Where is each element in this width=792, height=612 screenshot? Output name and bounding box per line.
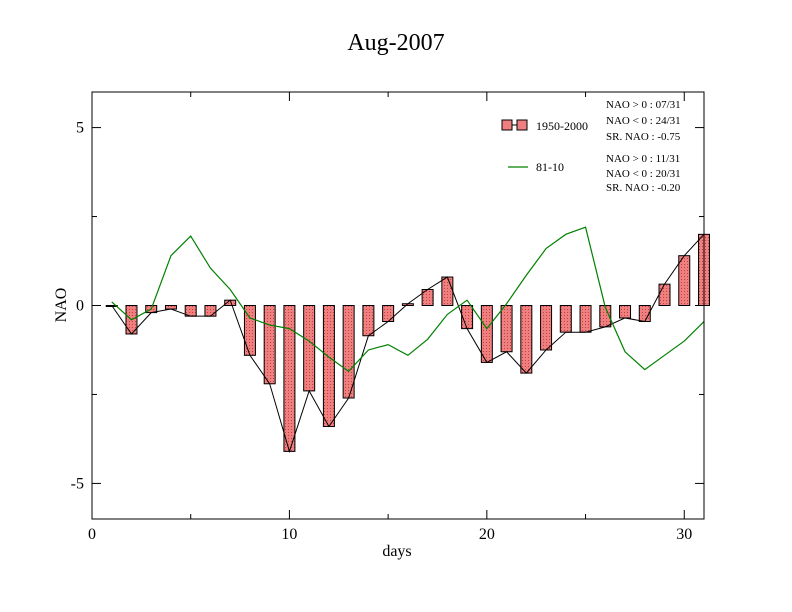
x-tick-label: 20 bbox=[479, 526, 495, 543]
legend-label-81-10: 81-10 bbox=[536, 160, 564, 174]
bar-series-connector-line bbox=[111, 233, 705, 454]
bar-connector-polyline bbox=[111, 233, 705, 454]
line-series-81-10 bbox=[111, 226, 705, 373]
x-axis-ticks: 0 10 20 30 bbox=[88, 92, 692, 543]
stat-1950-sr: SR. NAO : -0.75 bbox=[606, 131, 681, 143]
bar-day-30 bbox=[678, 255, 691, 306]
stat-1950-positive: NAO > 0 : 07/31 bbox=[606, 99, 681, 111]
bar-day-23 bbox=[540, 305, 553, 351]
bar-day-9 bbox=[263, 305, 276, 385]
bar-day-11 bbox=[303, 305, 316, 392]
x-tick-label: 0 bbox=[88, 526, 96, 543]
legend-swatch-bar-left bbox=[501, 119, 513, 131]
bar-day-19 bbox=[461, 305, 474, 330]
y-tick-label: 5 bbox=[76, 120, 84, 137]
bar-day-29 bbox=[658, 283, 671, 306]
bar-day-6 bbox=[204, 305, 217, 317]
stat-8110-negative: NAO < 0 : 20/31 bbox=[606, 168, 681, 180]
line-81-10-polyline bbox=[111, 226, 705, 373]
legend: 1950-2000 81-10 NAO > 0 : 07/31 NAO < 0 … bbox=[501, 99, 681, 194]
x-tick-label: 10 bbox=[281, 526, 297, 543]
bar-day-12 bbox=[322, 305, 335, 427]
legend-label-1950-2000: 1950-2000 bbox=[536, 119, 588, 133]
bar-day-27 bbox=[619, 305, 632, 319]
bar-series-1950-2000 bbox=[105, 233, 710, 452]
bar-day-24 bbox=[559, 305, 572, 333]
y-tick-label: 0 bbox=[76, 298, 84, 315]
bar-day-4 bbox=[164, 305, 177, 310]
y-tick-label: -5 bbox=[71, 475, 84, 492]
bar-day-25 bbox=[579, 305, 592, 333]
bar-day-22 bbox=[520, 305, 533, 374]
bar-day-21 bbox=[500, 305, 513, 353]
stat-8110-sr: SR. NAO : -0.20 bbox=[606, 182, 681, 194]
y-axis-ticks: 5 0 -5 bbox=[71, 120, 704, 492]
bar-day-13 bbox=[342, 305, 355, 399]
legend-swatch-bar-right bbox=[516, 119, 528, 131]
bar-day-18 bbox=[441, 276, 454, 306]
x-axis-label: days bbox=[382, 543, 411, 560]
bar-day-14 bbox=[362, 305, 375, 337]
stat-8110-positive: NAO > 0 : 11/31 bbox=[606, 153, 680, 165]
stat-1950-negative: NAO < 0 : 24/31 bbox=[606, 115, 681, 127]
y-axis-label: NAO bbox=[53, 288, 70, 323]
bar-day-15 bbox=[382, 305, 395, 323]
chart-title: Aug-2007 bbox=[347, 30, 444, 56]
bar-day-20 bbox=[480, 305, 493, 363]
x-tick-label: 30 bbox=[676, 526, 692, 543]
